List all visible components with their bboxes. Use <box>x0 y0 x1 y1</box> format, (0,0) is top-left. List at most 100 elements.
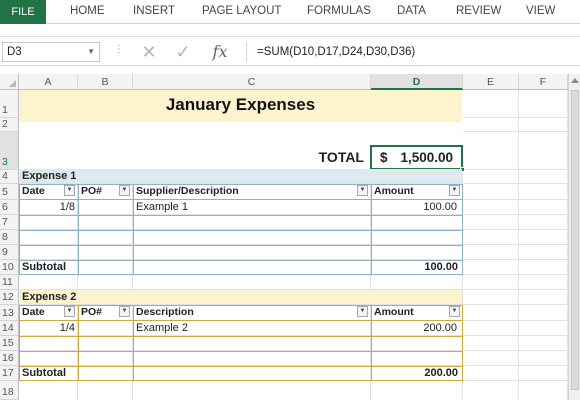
expense2-amount-cell[interactable]: 200.00 <box>423 322 457 334</box>
gridline <box>19 214 568 215</box>
table-border <box>78 305 79 381</box>
row-header[interactable]: 18 <box>0 381 19 400</box>
enter-check-icon[interactable]: ✓ <box>175 42 191 62</box>
row-header[interactable]: 9 <box>0 245 19 260</box>
name-box-value: D3 <box>7 46 22 58</box>
gridline <box>19 289 568 290</box>
expense1-desc-cell[interactable]: Example 1 <box>136 201 188 213</box>
row-header[interactable]: 10 <box>0 260 19 275</box>
expense1-header-po: PO# <box>79 184 132 198</box>
row-header-label: 11 <box>2 276 13 288</box>
row-header-label: 1 <box>2 104 8 116</box>
table-border <box>19 380 463 381</box>
row-header[interactable]: 4 <box>0 170 19 184</box>
row-header[interactable]: 17 <box>0 366 19 381</box>
filter-dropdown-icon[interactable]: ▼ <box>449 306 460 317</box>
filter-dropdown-icon[interactable]: ▼ <box>119 185 130 196</box>
row-header[interactable]: 11 <box>0 275 19 290</box>
sheet-title: January Expenses <box>165 95 316 114</box>
row-header-label: 15 <box>2 337 14 349</box>
row-header[interactable]: 1 <box>0 90 19 118</box>
column-header-d[interactable]: D <box>371 74 463 90</box>
table-border <box>19 260 463 261</box>
column-header-a[interactable]: A <box>19 74 78 90</box>
table-border <box>133 305 134 381</box>
insert-function-icon[interactable]: fx <box>212 42 228 61</box>
row-header[interactable]: 15 <box>0 336 19 351</box>
column-header-c[interactable]: C <box>133 74 371 90</box>
tab-home[interactable]: HOME <box>70 5 105 17</box>
row-header-label: 3 <box>2 156 8 168</box>
filter-dropdown-icon[interactable]: ▼ <box>64 185 75 196</box>
gridline <box>567 90 568 400</box>
tab-insert[interactable]: INSERT <box>133 5 175 17</box>
filter-dropdown-icon[interactable]: ▼ <box>357 306 368 317</box>
scrollbar-thumb[interactable] <box>571 90 579 390</box>
gridline <box>518 90 519 400</box>
worksheet-grid[interactable]: A B C D E F January Expenses 1 2 3 4 5 6 7 8 9 10… <box>0 74 580 400</box>
gridline <box>19 183 568 184</box>
row-header[interactable]: 6 <box>0 200 19 215</box>
row-header[interactable]: 8 <box>0 230 19 245</box>
grip-dots-icon: ⋮ <box>114 44 124 55</box>
row-header[interactable]: 13 <box>0 305 19 321</box>
row-header[interactable]: 7 <box>0 215 19 230</box>
expense2-band <box>19 290 462 304</box>
vertical-scrollbar[interactable] <box>568 74 580 400</box>
row-header[interactable]: 12 <box>0 290 19 305</box>
formula-input[interactable]: =SUM(D10,D17,D24,D30,D36) <box>246 42 566 62</box>
filter-dropdown-icon[interactable]: ▼ <box>64 306 75 317</box>
expense2-desc-cell[interactable]: Example 2 <box>136 322 188 334</box>
table-border <box>19 184 20 275</box>
row-header-label: 5 <box>2 186 8 198</box>
filter-dropdown-icon[interactable]: ▼ <box>119 306 130 317</box>
expense2-date-cell[interactable]: 1/4 <box>59 322 75 334</box>
tab-page-layout[interactable]: PAGE LAYOUT <box>202 5 282 17</box>
expense1-amount-cell[interactable]: 100.00 <box>423 201 457 213</box>
tab-data[interactable]: DATA <box>397 5 426 17</box>
row-header[interactable]: 5 <box>0 184 19 200</box>
select-all-button[interactable] <box>0 74 19 90</box>
expense1-subtotal-value[interactable]: 100.00 <box>424 261 458 273</box>
total-value: 1,500.00 <box>400 150 453 165</box>
expense1-title: Expense 1 <box>22 170 77 182</box>
file-tab[interactable]: FILE <box>0 0 46 24</box>
expense2-subtotal-value[interactable]: 200.00 <box>424 367 458 379</box>
gridline <box>19 244 568 245</box>
row-header[interactable]: 3 <box>0 132 19 170</box>
table-border <box>19 245 463 246</box>
column-header-f[interactable]: F <box>519 74 568 90</box>
row-header-label: 17 <box>2 367 14 379</box>
column-header-e[interactable]: E <box>463 74 519 90</box>
scroll-up-icon[interactable] <box>571 78 579 83</box>
column-header-b[interactable]: B <box>78 74 133 90</box>
name-box[interactable]: D3 ▼ <box>2 42 100 62</box>
row-header-label: 9 <box>2 246 8 258</box>
filter-dropdown-icon[interactable]: ▼ <box>449 185 460 196</box>
total-cell[interactable]: $ 1,500.00 <box>370 145 465 172</box>
table-border <box>462 305 463 381</box>
row-header-label: 10 <box>2 261 14 273</box>
table-border <box>19 351 463 352</box>
gridline <box>132 170 133 400</box>
row-header[interactable]: 2 <box>0 118 19 132</box>
filter-dropdown-icon[interactable]: ▼ <box>357 185 368 196</box>
table-border <box>19 305 20 381</box>
row-header-label: 8 <box>2 231 8 243</box>
cancel-icon[interactable]: ✕ <box>141 42 157 62</box>
expense1-subtotal-label: Subtotal <box>22 261 66 273</box>
row-header[interactable]: 16 <box>0 351 19 366</box>
chevron-down-icon[interactable]: ▼ <box>87 47 95 56</box>
expense2-header-date: Date <box>20 305 77 319</box>
table-border <box>19 230 463 231</box>
gridline <box>19 365 568 366</box>
expense1-date-cell[interactable]: 1/8 <box>59 201 75 213</box>
row-header[interactable]: 14 <box>0 321 19 336</box>
tab-view[interactable]: VIEW <box>526 5 556 17</box>
tab-review[interactable]: REVIEW <box>456 5 502 17</box>
tab-formulas[interactable]: FORMULAS <box>307 5 371 17</box>
expense2-header-po: PO# <box>79 305 132 319</box>
expense2-header-description: Description <box>134 305 370 319</box>
ribbon-tabs: FILE HOME INSERT PAGE LAYOUT FORMULAS DA… <box>0 0 580 24</box>
table-border <box>19 215 463 216</box>
